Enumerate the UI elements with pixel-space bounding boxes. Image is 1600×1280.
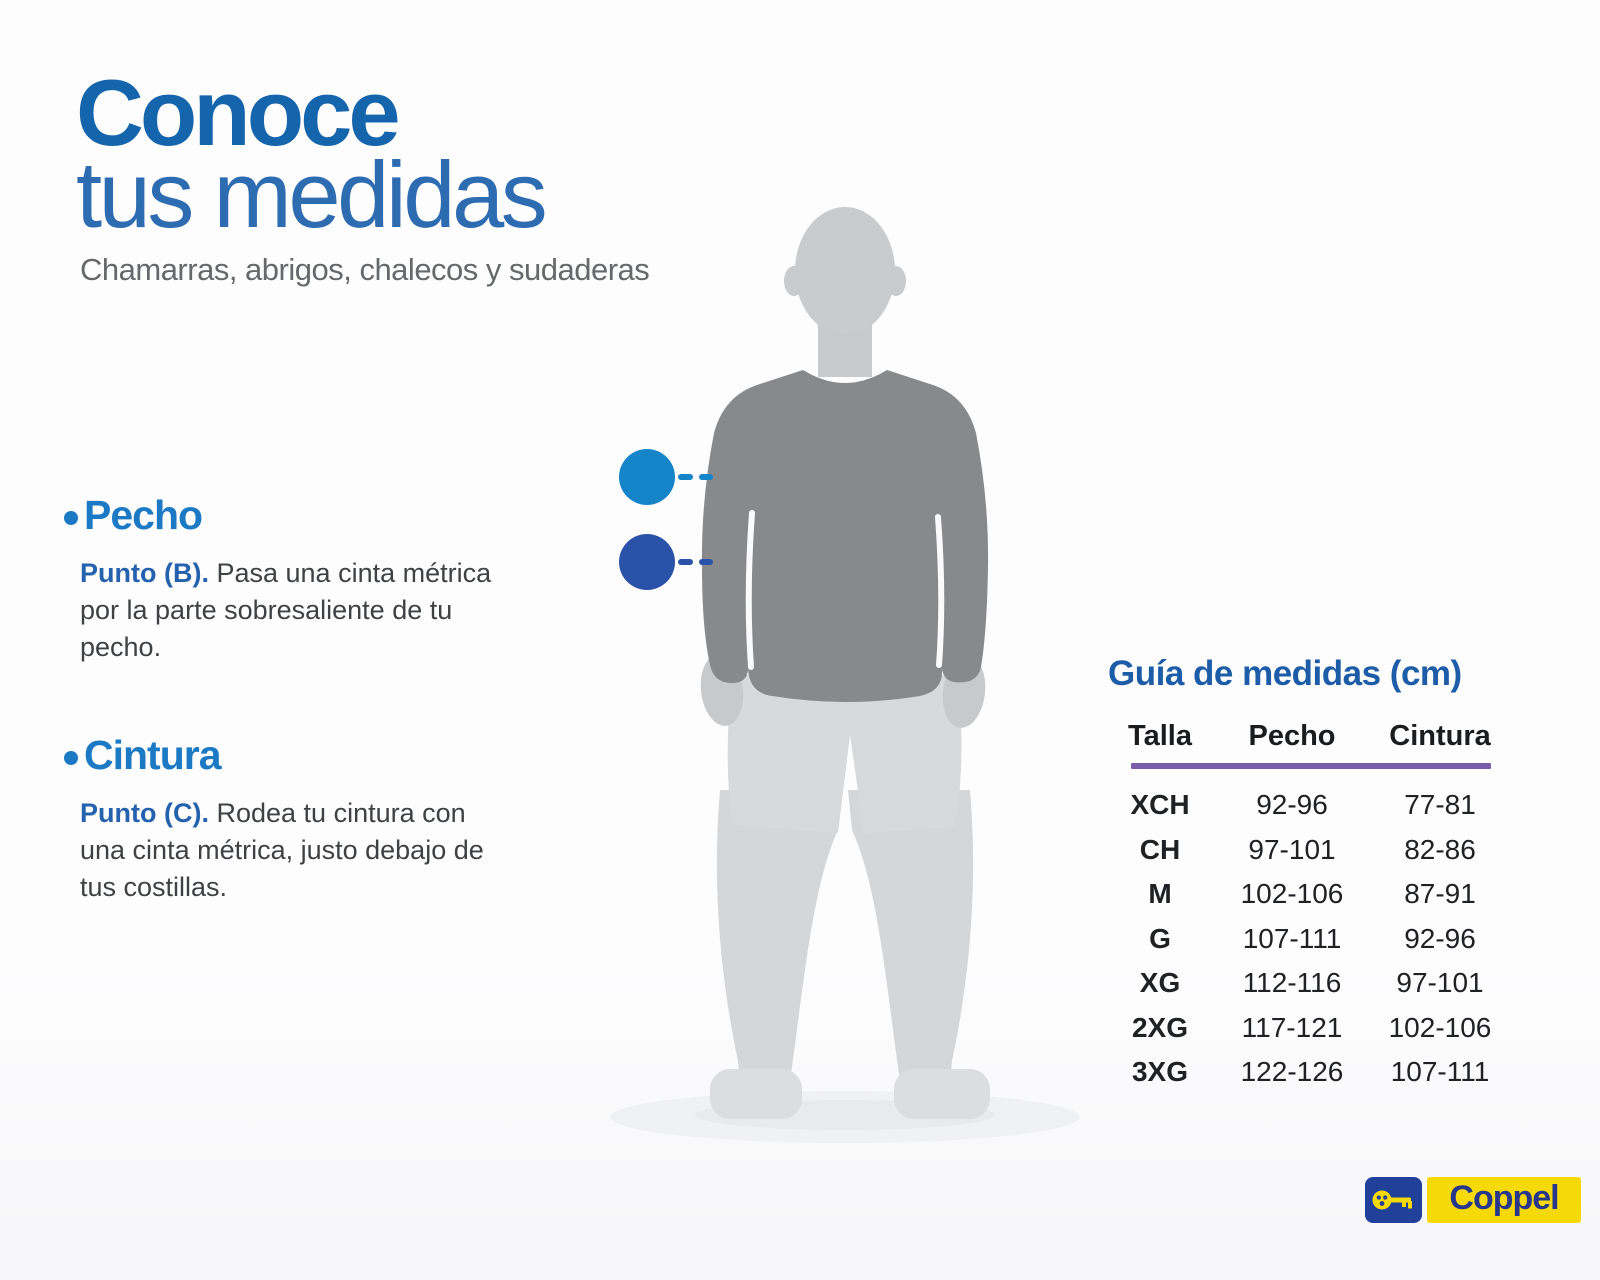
chest-point-marker: [619, 449, 734, 505]
cintura-description: Punto (C). Rodea tu cintura con una cint…: [80, 795, 510, 906]
waist-range: 102-106: [1388, 1011, 1492, 1043]
waist-range: 87-91: [1404, 878, 1476, 910]
pecho-heading: Pecho: [64, 492, 544, 539]
shorts: [727, 675, 962, 833]
human-figure: [600, 195, 1090, 1145]
dash-icon: [678, 474, 693, 480]
waist-range: 82-86: [1404, 833, 1476, 865]
pecho-description-text: Pasa una cinta métrica por la parte sobr…: [80, 558, 492, 662]
size-label: G: [1149, 922, 1171, 954]
table-row: G 107-111 92-96: [1108, 917, 1508, 962]
table-row: 2XG 117-121 102-106: [1108, 1006, 1508, 1051]
waist-range: 107-111: [1390, 1056, 1490, 1088]
bullet-icon: [64, 750, 78, 765]
chest-point-dot-icon: [619, 449, 675, 505]
chest-range: 102-106: [1240, 878, 1344, 910]
table-row: XCH 92-96 77-81: [1108, 783, 1508, 828]
right-leg: [848, 790, 974, 1081]
waist-point-dot-icon: [619, 534, 675, 590]
cintura-description-text: Rodea tu cintura con una cinta métrica, …: [80, 798, 484, 902]
coppel-wordmark: Coppel: [1449, 1179, 1559, 1217]
head: [795, 207, 895, 335]
size-label: XCH: [1130, 789, 1190, 821]
waist-range: 97-101: [1396, 967, 1484, 999]
header-underline: [1131, 763, 1491, 769]
chest-range: 112-116: [1242, 967, 1342, 999]
page-subtitle: Chamarras, abrigos, chalecos y sudaderas: [80, 252, 650, 287]
table-row: M 102-106 87-91: [1108, 872, 1508, 917]
size-label: XG: [1139, 967, 1181, 999]
size-guide: Guía de medidas (cm) Talla Pecho Cintura…: [1108, 654, 1508, 1095]
left-leg: [716, 790, 842, 1081]
cintura-title: Cintura: [84, 732, 221, 778]
pecho-point-label: Punto (B).: [80, 558, 209, 588]
section-cintura: Cintura Punto (C). Rodea tu cintura con …: [64, 732, 544, 906]
size-label: CH: [1139, 833, 1181, 865]
title-block: Conoce tus medidas Chamarras, abrigos, c…: [76, 60, 650, 288]
column-header-talla: Talla: [1128, 720, 1192, 752]
right-arm-gap: [935, 514, 945, 668]
human-figure-silhouette: [610, 207, 1080, 1143]
coppel-wordmark-box: Coppel: [1427, 1177, 1581, 1223]
size-label: M: [1148, 878, 1172, 910]
waist-range: 92-96: [1404, 922, 1476, 954]
size-guide-body: XCH 92-96 77-81 CH 97-101 82-86 M 102-10…: [1108, 783, 1508, 1095]
chest-range: 92-96: [1256, 789, 1328, 821]
table-row: 3XG 122-126 107-111: [1108, 1050, 1508, 1095]
pecho-description: Punto (B). Pasa una cinta métrica por la…: [80, 555, 510, 666]
coppel-logo: Coppel: [1365, 1177, 1581, 1223]
size-guide-header-row: Talla Pecho Cintura: [1108, 720, 1508, 753]
dash-icon: [699, 559, 713, 565]
waist-range: 77-81: [1404, 789, 1476, 821]
column-header-pecho: Pecho: [1248, 720, 1336, 752]
left-arm-gap: [745, 510, 755, 670]
size-guide-title: Guía de medidas (cm): [1108, 654, 1462, 693]
dash-icon: [678, 559, 693, 565]
chest-range: 107-111: [1242, 922, 1342, 954]
dash-icon: [699, 474, 713, 480]
cintura-point-label: Punto (C).: [80, 798, 209, 828]
page-title-line2: tus medidas: [76, 142, 548, 247]
key-icon: [1372, 1190, 1412, 1210]
section-pecho: Pecho Punto (B). Pasa una cinta métrica …: [64, 492, 544, 666]
table-row: XG 112-116 97-101: [1108, 961, 1508, 1006]
chest-range: 97-101: [1248, 833, 1336, 865]
chest-range: 122-126: [1240, 1056, 1344, 1088]
left-shoe: [710, 1069, 802, 1119]
chest-range: 117-121: [1241, 1011, 1343, 1043]
waist-point-marker: [619, 534, 734, 590]
sweatshirt: [701, 370, 989, 702]
size-label: 2XG: [1131, 1011, 1189, 1043]
table-row: CH 97-101 82-86: [1108, 828, 1508, 873]
pecho-title: Pecho: [84, 492, 203, 538]
size-label: 3XG: [1131, 1056, 1189, 1088]
right-shoe: [894, 1069, 990, 1119]
column-header-cintura: Cintura: [1389, 720, 1491, 752]
cintura-heading: Cintura: [64, 732, 544, 779]
coppel-key-badge: [1365, 1177, 1422, 1223]
bullet-icon: [64, 510, 78, 525]
page-title: Conoce: [76, 60, 401, 165]
